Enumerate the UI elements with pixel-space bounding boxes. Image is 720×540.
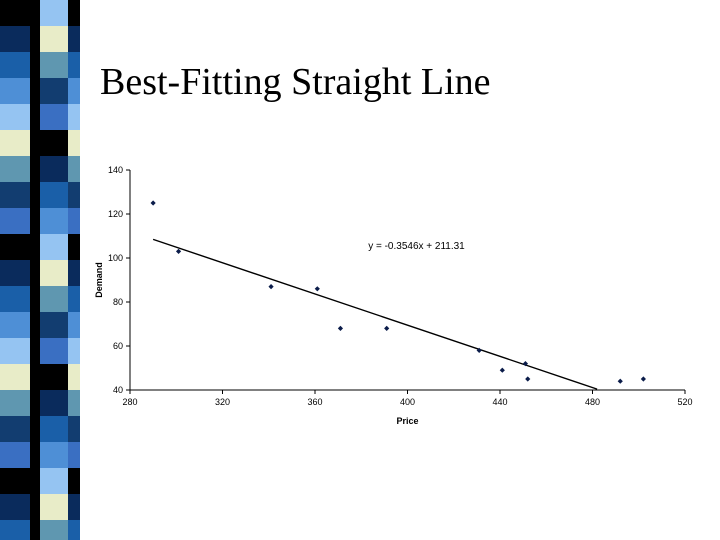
y-tick-label: 60 — [113, 341, 123, 351]
data-point — [314, 286, 320, 292]
data-point — [525, 376, 531, 382]
data-point — [337, 325, 344, 331]
x-tick-label: 280 — [122, 397, 137, 407]
data-points — [150, 200, 646, 384]
data-point — [617, 378, 623, 384]
stripe-block — [40, 234, 68, 260]
scatter-chart: 280 320 360 400 440 480 520 40 60 80 100 120 140 Pr… — [94, 165, 693, 426]
stripe-block — [40, 468, 68, 494]
data-point — [268, 284, 274, 290]
data-point — [150, 200, 156, 206]
chart-axes — [129, 170, 685, 391]
stripe-block — [40, 338, 68, 364]
stripe-block — [40, 130, 68, 156]
stripe-block — [40, 312, 68, 338]
x-ticks: 280 320 360 400 440 480 520 — [122, 390, 693, 407]
stripe-block — [40, 364, 68, 390]
y-tick-label: 140 — [108, 165, 123, 175]
stripe-block — [40, 442, 68, 468]
decorative-stripe — [0, 0, 80, 540]
stripe-block — [40, 208, 68, 234]
trendline-group — [152, 238, 598, 390]
stripe-block — [40, 0, 68, 26]
data-point — [384, 325, 390, 331]
stripe-block — [40, 494, 68, 520]
x-axis-label: Price — [396, 416, 418, 426]
x-tick-label: 520 — [677, 397, 692, 407]
x-tick-label: 360 — [307, 397, 322, 407]
y-tick-label: 120 — [108, 209, 123, 219]
trendline — [152, 238, 598, 390]
stripe-block — [40, 78, 68, 104]
y-axis-label: Demand — [94, 262, 104, 298]
stripe-block — [40, 182, 68, 208]
stripe-block — [40, 390, 68, 416]
y-tick-label: 40 — [113, 385, 123, 395]
stripe-block — [40, 104, 68, 130]
stripe-block — [40, 52, 68, 78]
x-tick-label: 320 — [215, 397, 230, 407]
y-tick-label: 80 — [113, 297, 123, 307]
slide-title: Best-Fitting Straight Line — [100, 61, 491, 103]
data-point — [499, 367, 505, 373]
data-point — [175, 248, 182, 254]
data-point — [640, 376, 646, 382]
stripe-block — [40, 26, 68, 52]
stripe-divider — [30, 0, 40, 540]
stripe-block — [40, 416, 68, 442]
stripe-block — [40, 286, 68, 312]
stripe-block — [40, 260, 68, 286]
y-tick-label: 100 — [108, 253, 123, 263]
x-tick-label: 440 — [492, 397, 507, 407]
y-ticks: 40 60 80 100 120 140 — [108, 165, 130, 395]
x-tick-label: 400 — [400, 397, 415, 407]
stripe-block — [40, 156, 68, 182]
x-tick-label: 480 — [585, 397, 600, 407]
trendline-equation: y = -0.3546x + 211.31 — [368, 241, 465, 252]
stripe-block — [40, 520, 68, 540]
